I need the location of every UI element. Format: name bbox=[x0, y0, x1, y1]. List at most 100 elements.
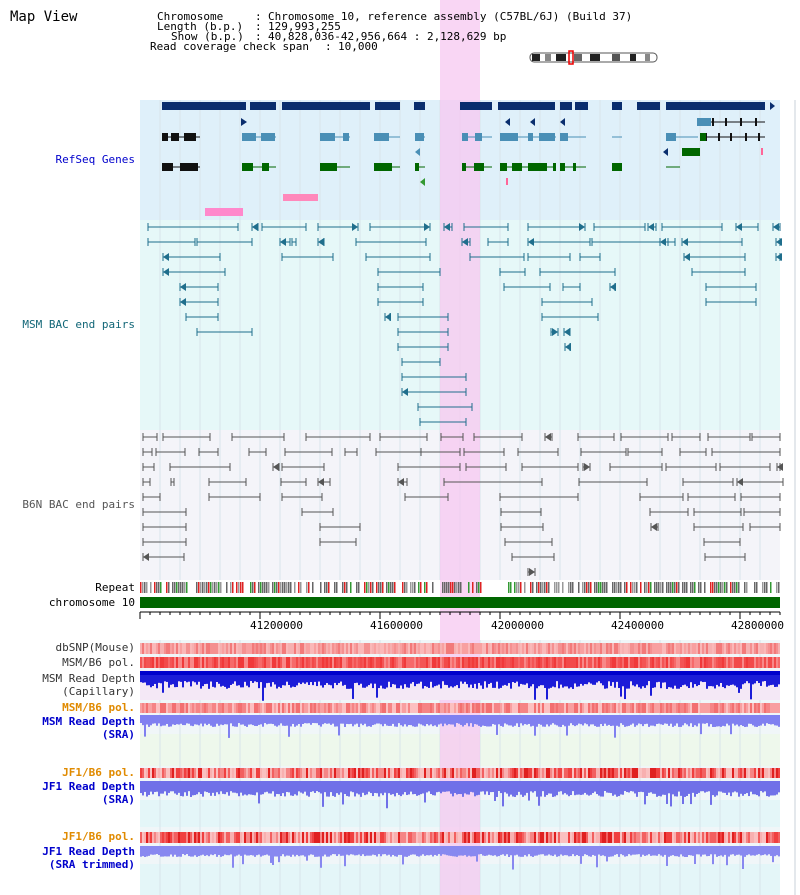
heat-cell bbox=[582, 703, 584, 713]
depth-bar bbox=[572, 715, 574, 726]
depth-bar bbox=[398, 846, 400, 855]
heat-cell bbox=[314, 643, 316, 654]
depth-bar bbox=[708, 781, 710, 792]
repeat-element bbox=[346, 582, 348, 593]
track-label-msm-depth-sra[interactable]: MSM Read Depth bbox=[42, 715, 135, 728]
depth-bar bbox=[684, 671, 686, 685]
track-label-jf1-b6-pol-2[interactable]: JF1/B6 pol. bbox=[62, 830, 135, 843]
depth-bar bbox=[176, 671, 178, 688]
heat-cell bbox=[636, 832, 638, 843]
heat-cell bbox=[564, 768, 566, 778]
heat-cell bbox=[314, 832, 316, 843]
heat-cell bbox=[164, 768, 166, 778]
heat-cell bbox=[446, 643, 448, 654]
track-label-jf1-depth-trim[interactable]: JF1 Read Depth bbox=[42, 845, 135, 858]
heat-cell bbox=[396, 643, 398, 654]
track-label-msm-bac[interactable]: MSM BAC end pairs bbox=[22, 318, 135, 331]
gene-exon bbox=[375, 102, 400, 110]
heat-cell bbox=[326, 832, 328, 843]
heat-cell bbox=[210, 657, 212, 668]
heat-cell bbox=[302, 768, 304, 778]
depth-bar bbox=[522, 781, 524, 797]
depth-bar bbox=[546, 671, 548, 700]
depth-bar bbox=[772, 781, 774, 796]
heat-cell bbox=[594, 832, 596, 843]
depth-bar bbox=[184, 846, 186, 856]
heat-cell bbox=[154, 832, 156, 843]
depth-bar bbox=[752, 846, 754, 856]
depth-bar bbox=[378, 671, 380, 689]
heat-cell bbox=[214, 703, 216, 713]
heat-cell bbox=[166, 703, 168, 713]
depth-bar bbox=[612, 715, 614, 726]
depth-bar bbox=[190, 671, 192, 687]
depth-bar bbox=[666, 846, 668, 866]
heat-cell bbox=[528, 768, 530, 778]
heat-cell bbox=[324, 768, 326, 778]
heat-cell bbox=[200, 768, 202, 778]
gene-exon bbox=[162, 133, 168, 141]
depth-bar bbox=[470, 715, 472, 724]
heat-cell bbox=[416, 832, 418, 843]
track-label-jf1-depth-sra[interactable]: JF1 Read Depth bbox=[42, 780, 135, 793]
depth-bar bbox=[560, 671, 562, 685]
heat-cell bbox=[344, 832, 346, 843]
heat-cell bbox=[240, 703, 242, 713]
heat-cell bbox=[178, 703, 180, 713]
heat-cell bbox=[370, 643, 372, 654]
depth-bar bbox=[592, 671, 594, 685]
heat-cell bbox=[746, 832, 748, 843]
depth-bar bbox=[602, 715, 604, 727]
heat-cell bbox=[698, 657, 700, 668]
depth-bar bbox=[330, 671, 332, 686]
heat-cell bbox=[498, 832, 500, 843]
depth-bar bbox=[380, 671, 382, 686]
heat-cell bbox=[252, 643, 254, 654]
depth-bar bbox=[322, 781, 324, 807]
heat-cell bbox=[498, 768, 500, 778]
heat-cell bbox=[536, 703, 538, 713]
track-label-jf1-b6-pol[interactable]: JF1/B6 pol. bbox=[62, 766, 135, 779]
heat-cell bbox=[226, 832, 228, 843]
repeat-element bbox=[376, 582, 378, 593]
heat-cell bbox=[768, 657, 770, 668]
heat-cell bbox=[424, 657, 426, 668]
depth-bar bbox=[720, 781, 722, 792]
track-label-msm-depth-cap[interactable]: MSM Read Depth bbox=[42, 672, 135, 685]
depth-bar bbox=[414, 846, 416, 855]
track-label-refseq[interactable]: RefSeq Genes bbox=[55, 153, 135, 166]
depth-bar bbox=[144, 671, 146, 683]
heat-cell bbox=[308, 643, 310, 654]
gene-exon bbox=[500, 133, 518, 141]
depth-bar bbox=[644, 781, 646, 805]
heat-cell bbox=[370, 768, 372, 778]
track-label-repeat[interactable]: Repeat bbox=[95, 581, 135, 594]
heat-cell bbox=[174, 703, 176, 713]
track-label-b6n-bac[interactable]: B6N BAC end pairs bbox=[22, 498, 135, 511]
heat-cell bbox=[612, 768, 614, 778]
depth-bar bbox=[524, 671, 526, 685]
heat-cell bbox=[626, 703, 628, 713]
heat-cell bbox=[390, 768, 392, 778]
heat-cell bbox=[762, 768, 764, 778]
heat-cell bbox=[372, 643, 374, 654]
depth-bar bbox=[414, 781, 416, 795]
depth-bar bbox=[602, 846, 604, 856]
track-label-msm-b6-pol[interactable]: MSM/B6 pol. bbox=[62, 656, 135, 669]
heat-cell bbox=[710, 703, 712, 713]
heat-cell bbox=[358, 768, 360, 778]
heat-cell bbox=[530, 703, 532, 713]
heat-cell bbox=[606, 832, 608, 843]
depth-bar bbox=[204, 781, 206, 792]
track-label-dbsnp[interactable]: dbSNP(Mouse) bbox=[55, 641, 135, 654]
heat-cell bbox=[724, 643, 726, 654]
depth-bar bbox=[494, 715, 496, 725]
track-label-msm-b6-pol-2[interactable]: MSM/B6 pol. bbox=[62, 701, 135, 714]
heat-cell bbox=[480, 643, 482, 654]
depth-bar bbox=[346, 671, 348, 689]
depth-bar bbox=[254, 715, 256, 726]
depth-bar bbox=[280, 715, 282, 724]
depth-bar bbox=[238, 715, 240, 724]
depth-bar bbox=[528, 846, 530, 855]
